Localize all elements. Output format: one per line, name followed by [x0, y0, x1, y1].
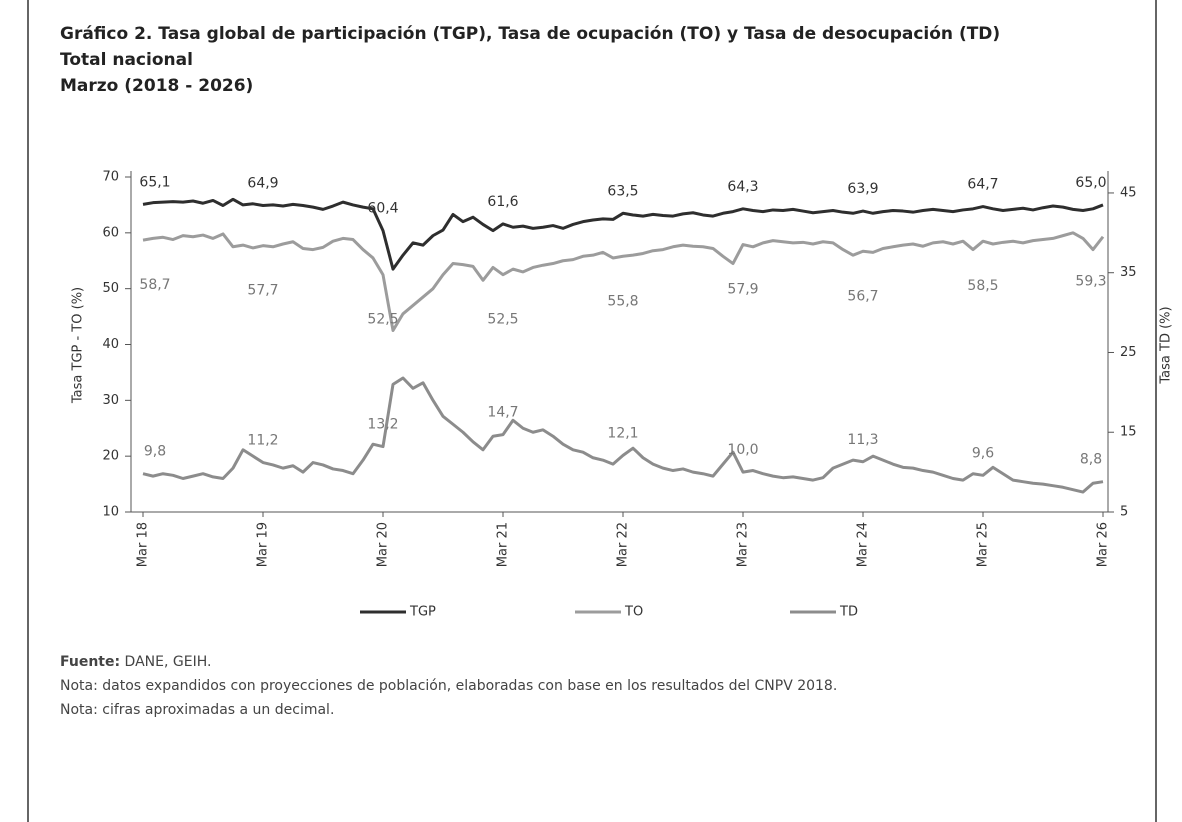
data-label: 10,0: [727, 442, 758, 458]
data-label: 64,9: [247, 175, 278, 191]
x-tick-label: Mar 25: [976, 522, 991, 567]
chart-title: Gráfico 2. Tasa global de participación …: [60, 24, 1000, 44]
data-label: 14,7: [487, 405, 518, 421]
footnote: Nota: datos expandidos con proyecciones …: [60, 678, 837, 694]
x-tick-label: Mar 19: [256, 522, 271, 567]
y-tick-label: 40: [102, 337, 119, 352]
y-tick-label: 60: [102, 225, 119, 240]
x-tick-label: Mar 24: [856, 522, 871, 567]
data-label: 56,7: [847, 288, 878, 304]
source-label: Fuente:: [60, 654, 120, 670]
x-tick-label: Mar 23: [736, 522, 751, 567]
data-label: 63,9: [847, 181, 878, 197]
y2-tick-label: 25: [1120, 345, 1137, 360]
y-axis-label: Tasa TGP - TO (%): [71, 287, 86, 404]
data-label: 11,2: [247, 433, 278, 449]
footnote: Fuente: DANE, GEIH.: [60, 654, 211, 670]
data-label: 55,8: [607, 293, 638, 309]
data-label: 63,5: [607, 183, 638, 199]
series-line: [142, 231, 1105, 333]
data-label: 52,5: [367, 312, 398, 328]
data-label: 52,5: [487, 312, 518, 328]
data-label: 58,5: [967, 278, 998, 294]
data-label: 11,3: [847, 432, 878, 448]
subtitle: Total nacional: [60, 50, 193, 70]
data-label: 61,6: [487, 194, 518, 210]
data-label: 64,7: [967, 177, 998, 193]
series-line: [142, 197, 1104, 271]
source-text: DANE, GEIH.: [125, 654, 212, 670]
x-tick-label: Mar 26: [1096, 522, 1111, 567]
y-tick-label: 10: [102, 505, 119, 520]
data-label: 64,3: [727, 179, 758, 195]
data-label: 57,9: [727, 282, 758, 298]
data-label: 12,1: [607, 425, 638, 441]
y-tick-label: 30: [102, 393, 119, 408]
frame: [27, 0, 1157, 822]
data-label: 59,3: [1075, 274, 1106, 290]
legend-label: TO: [624, 605, 643, 620]
data-label: 8,8: [1080, 452, 1102, 468]
y2-tick-label: 45: [1120, 185, 1137, 200]
y-tick-label: 70: [102, 170, 119, 185]
data-label: 57,7: [247, 283, 278, 299]
y-tick-label: 50: [102, 281, 119, 296]
data-label: 60,4: [367, 201, 398, 217]
y2-axis-label: Tasa TD (%): [1159, 306, 1174, 384]
data-label: 9,6: [972, 445, 994, 461]
data-label: 9,8: [144, 444, 166, 460]
y-tick-label: 20: [102, 449, 119, 464]
y2-tick-label: 35: [1120, 265, 1137, 280]
y2-tick-label: 5: [1120, 505, 1128, 520]
x-tick-label: Mar 18: [136, 522, 151, 567]
y2-tick-label: 15: [1120, 425, 1137, 440]
series-line: [142, 376, 1104, 494]
footnote: Nota: cifras aproximadas a un decimal.: [60, 702, 334, 718]
data-label: 65,1: [139, 174, 170, 190]
x-tick-label: Mar 22: [616, 522, 631, 567]
data-label: 58,7: [139, 277, 170, 293]
data-label: 13,2: [367, 417, 398, 433]
x-tick-label: Mar 21: [496, 522, 511, 567]
subtitle: Marzo (2018 - 2026): [60, 76, 253, 96]
legend-label: TD: [839, 605, 858, 620]
x-tick-label: Mar 20: [376, 522, 391, 567]
data-label: 65,0: [1075, 175, 1106, 191]
legend-label: TGP: [409, 605, 436, 620]
